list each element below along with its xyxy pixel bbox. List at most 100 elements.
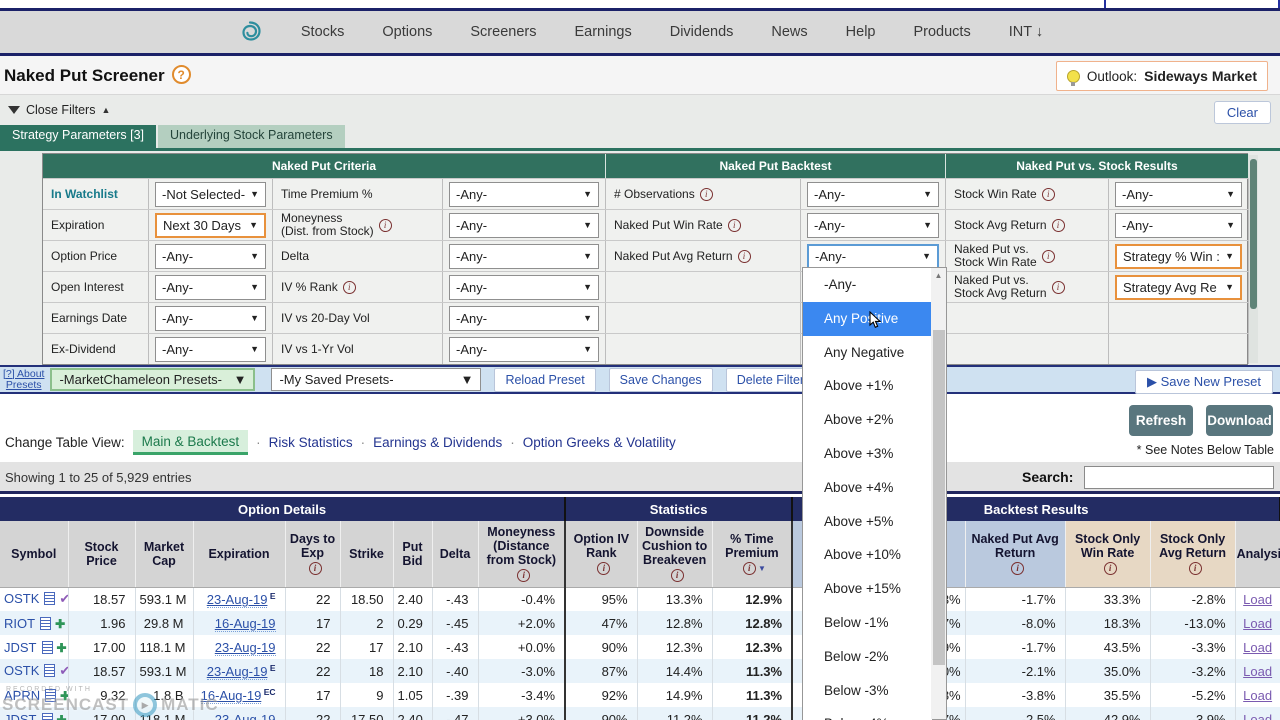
filter-select-any[interactable]: -Any- ▼	[1115, 181, 1242, 207]
filter-select-not-selected[interactable]: -Not Selected- ▼	[155, 181, 266, 207]
info-icon[interactable]: i	[517, 569, 531, 583]
info-icon[interactable]: i	[1051, 218, 1065, 232]
filter-select-any[interactable]: -Any- ▼	[155, 274, 266, 300]
delete-filter-button[interactable]: Delete Filter	[725, 367, 816, 392]
watchlist-check-icon[interactable]: ✔	[59, 591, 67, 606]
info-icon[interactable]: i	[378, 218, 392, 232]
symbol-link-riot[interactable]: RIOT	[4, 615, 36, 631]
filter-select-next-30-days[interactable]: Next 30 Days ▼	[155, 212, 266, 238]
close-filters-toggle[interactable]: Close Filters ▲	[8, 103, 110, 117]
column-header-delta[interactable]: Delta	[432, 521, 479, 588]
symbol-link-aprn[interactable]: APRN	[4, 687, 41, 703]
load-analysis-link[interactable]: Load	[1243, 663, 1273, 679]
info-icon[interactable]: i	[1188, 562, 1202, 576]
info-icon[interactable]: i	[1103, 562, 1117, 576]
filter-select-any[interactable]: -Any- ▼	[449, 274, 599, 300]
my-presets-select[interactable]: -My Saved Presets- ▼	[271, 368, 482, 391]
filter-select-any[interactable]: -Any- ▼	[449, 243, 599, 269]
download-button[interactable]: Download	[1206, 405, 1273, 436]
info-icon[interactable]: i	[670, 569, 684, 583]
view-tab-option-greeks-volatility[interactable]: Option Greeks & Volatility	[522, 435, 676, 450]
save-new-preset-button[interactable]: ▶ Save New Preset	[1134, 370, 1273, 394]
column-header-time-premium[interactable]: % Time Premium i ▼	[712, 521, 793, 588]
info-icon[interactable]: i	[737, 249, 751, 263]
filter-select-strategy-avg-re[interactable]: Strategy Avg Re ▼	[1115, 274, 1242, 300]
outlook-selector[interactable]: Outlook: Sideways Market	[1055, 61, 1268, 91]
watchlist-check-icon[interactable]: ✔	[59, 663, 68, 678]
nav-item-news[interactable]: News	[771, 24, 808, 40]
symbol-link-jdst[interactable]: JDST	[4, 711, 37, 720]
save-changes-button[interactable]: Save Changes	[608, 367, 713, 392]
dropdown-option-above-10[interactable]: Above +10%	[803, 538, 932, 573]
info-icon[interactable]: i	[1041, 249, 1055, 263]
column-header-market-cap[interactable]: Market Cap	[135, 521, 194, 588]
filter-select-strategy-win[interactable]: Strategy % Win : ▼	[1115, 243, 1242, 269]
filter-select-any[interactable]: -Any- ▼	[807, 212, 939, 238]
column-header-option-iv-rank[interactable]: Option IV Rank i	[564, 521, 638, 588]
info-icon[interactable]: i	[597, 562, 611, 576]
document-icon[interactable]	[44, 664, 56, 677]
column-header-analysis[interactable]: Analysis	[1235, 521, 1280, 588]
dropdown-option-below-3[interactable]: Below -3%	[803, 673, 932, 708]
add-watchlist-icon[interactable]: ✚	[55, 616, 66, 631]
load-analysis-link[interactable]: Load	[1243, 615, 1273, 631]
filter-select-any[interactable]: -Any- ▼	[449, 181, 599, 207]
dropdown-option-below-4[interactable]: Below -4%	[803, 707, 932, 720]
add-watchlist-icon[interactable]: ✚	[56, 640, 67, 655]
expiration-link[interactable]: 16-Aug-19	[200, 688, 262, 705]
column-header-strike[interactable]: Strike	[340, 521, 394, 588]
column-header-stock-only-win-rate[interactable]: Stock Only Win Rate i	[1065, 521, 1151, 588]
view-tab-risk-statistics[interactable]: Risk Statistics	[268, 435, 353, 450]
document-icon[interactable]	[41, 712, 53, 720]
expiration-link[interactable]: 23-Aug-19	[206, 664, 268, 681]
info-icon[interactable]: i	[342, 280, 356, 294]
info-icon[interactable]: i	[308, 562, 322, 576]
filter-select-any[interactable]: -Any- ▼	[1115, 212, 1242, 238]
load-analysis-link[interactable]: Load	[1243, 591, 1273, 607]
nav-item-int[interactable]: INT ↓	[1008, 24, 1044, 40]
help-icon[interactable]: ?	[171, 65, 191, 84]
info-icon[interactable]: i	[1041, 187, 1055, 201]
column-header-downside-cushion-to-breakeven[interactable]: Downside Cushion to Breakeven i	[637, 521, 713, 588]
column-header-expiration[interactable]: Expiration	[193, 521, 286, 588]
filter-select-any[interactable]: -Any- ▼	[807, 181, 939, 207]
nav-item-stocks[interactable]: Stocks	[300, 24, 345, 40]
column-header-days-to-exp[interactable]: Days to Exp i	[285, 521, 341, 588]
filter-table-scrollbar[interactable]	[1249, 155, 1258, 363]
dropdown-option-above-3[interactable]: Above +3%	[803, 436, 932, 471]
marketchameleon-logo[interactable]	[237, 19, 263, 45]
info-icon[interactable]: i	[742, 561, 756, 575]
about-presets-link[interactable]: [?] About Presets	[3, 367, 45, 391]
clear-filters-button[interactable]: Clear	[1213, 101, 1271, 124]
add-watchlist-icon[interactable]: ✚	[56, 712, 67, 720]
document-icon[interactable]	[44, 592, 56, 606]
add-watchlist-icon[interactable]: ✚	[60, 688, 68, 703]
dropdown-scrollbar[interactable]: ▲	[931, 268, 946, 719]
refresh-button[interactable]: Refresh	[1129, 405, 1193, 436]
search-input[interactable]	[1084, 466, 1274, 489]
column-header-moneyness-distance-from-stock[interactable]: Moneyness (Distance from Stock) i	[478, 521, 566, 588]
filter-select-any[interactable]: -Any- ▼	[449, 305, 599, 331]
scroll-up-arrow-icon[interactable]: ▲	[931, 268, 946, 283]
load-analysis-link[interactable]: Load	[1243, 687, 1273, 703]
filter-select-any[interactable]: -Any- ▼	[155, 243, 266, 269]
dropdown-scrollbar-thumb[interactable]	[932, 330, 945, 665]
info-icon[interactable]: i	[727, 218, 741, 232]
filter-select-any[interactable]: -Any- ▼	[449, 212, 599, 238]
dropdown-option-above-15[interactable]: Above +15%	[803, 572, 932, 606]
dropdown-option-below-1[interactable]: Below -1%	[803, 605, 932, 640]
mc-presets-select[interactable]: -MarketChameleon Presets- ▼	[50, 368, 256, 391]
tab-strategy-parameters-3[interactable]: Strategy Parameters [3]	[0, 125, 157, 148]
symbol-link-ostk[interactable]: OSTK	[4, 663, 40, 678]
nav-item-help[interactable]: Help	[845, 24, 876, 40]
view-tab-earnings-dividends[interactable]: Earnings & Dividends	[373, 435, 503, 450]
reload-preset-button[interactable]: Reload Preset	[494, 367, 596, 392]
dropdown-option-any-positive[interactable]: Any Positive	[803, 301, 932, 336]
filter-select-any[interactable]: -Any- ▼	[155, 305, 266, 331]
load-analysis-link[interactable]: Load	[1243, 711, 1273, 720]
filter-select-any[interactable]: -Any- ▼	[807, 243, 939, 269]
dropdown-option-above-4[interactable]: Above +4%	[803, 470, 932, 505]
column-header-stock-only-avg-return[interactable]: Stock Only Avg Return i	[1150, 521, 1236, 588]
expiration-link[interactable]: 23-Aug-19	[214, 711, 276, 720]
dropdown-option-below-2[interactable]: Below -2%	[803, 639, 932, 674]
